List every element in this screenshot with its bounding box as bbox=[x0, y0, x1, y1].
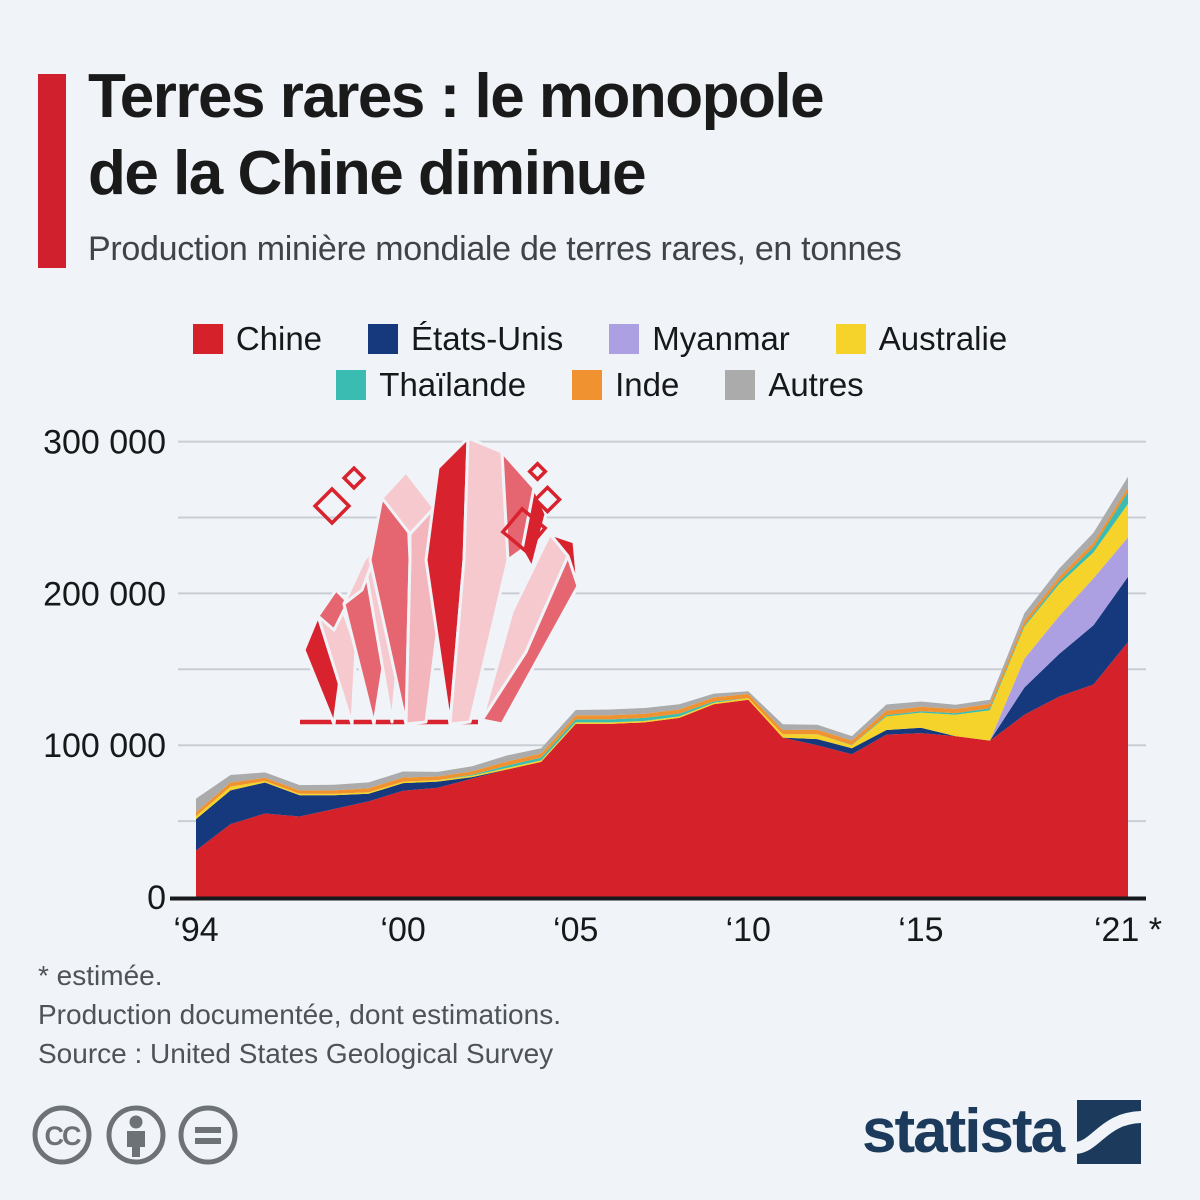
statista-logo: statista bbox=[862, 1094, 1142, 1170]
x-tick-label: ‘21 * bbox=[1094, 911, 1162, 949]
area-etats-unis bbox=[196, 576, 1128, 851]
legend-row-2: Thaïlande Inde Autres bbox=[0, 366, 1200, 404]
x-axis-labels: ‘94 ‘00 ‘05 ‘10 ‘15 ‘21 * bbox=[173, 911, 1162, 949]
x-tick-label: ‘10 bbox=[726, 911, 771, 949]
legend-item-chine: Chine bbox=[192, 320, 323, 358]
page-title: Terres rares : le monopole de la Chine d… bbox=[88, 58, 825, 212]
x-tick-label: ‘94 bbox=[173, 911, 218, 949]
legend-item-etats-unis: États-Unis bbox=[368, 320, 563, 358]
statista-logo-mark bbox=[1077, 1100, 1142, 1164]
title-accent-bar bbox=[38, 74, 66, 268]
footnote-note: Production documentée, dont estimations. bbox=[38, 999, 561, 1030]
legend-item-autres: Autres bbox=[725, 366, 864, 404]
legend-label: Chine bbox=[235, 320, 323, 357]
legend-swatch bbox=[725, 370, 756, 400]
footnotes: * estimée. Production documentée, dont e… bbox=[38, 956, 561, 1073]
area-series bbox=[196, 476, 1128, 897]
legend-item-thailande: Thaïlande bbox=[336, 366, 526, 404]
y-axis-labels: 0 100 000 200 000 300 000 bbox=[43, 424, 166, 917]
cc-letters: CC bbox=[45, 1121, 81, 1151]
y-tick-label: 200 000 bbox=[43, 575, 166, 613]
cc-by-person-glyph bbox=[127, 1115, 145, 1157]
y-tick-label: 100 000 bbox=[43, 727, 166, 765]
x-tick-label: ‘00 bbox=[380, 911, 425, 949]
legend-swatch bbox=[368, 324, 399, 354]
legend-label: Inde bbox=[615, 366, 680, 403]
cc-by-icon bbox=[106, 1105, 166, 1165]
legend-label: Myanmar bbox=[652, 320, 790, 357]
page-title-line1: Terres rares : le monopole bbox=[88, 62, 825, 131]
legend-label: Australie bbox=[878, 320, 1008, 357]
chart-subtitle: Production minière mondiale de terres ra… bbox=[88, 230, 902, 268]
page-title-line2: de la Chine diminue bbox=[88, 139, 647, 208]
legend-swatch bbox=[192, 324, 223, 354]
footnote-source: Source : United States Geological Survey bbox=[38, 1038, 554, 1069]
legend-swatch bbox=[835, 324, 866, 354]
legend-item-myanmar: Myanmar bbox=[609, 320, 790, 358]
cc-icon bbox=[32, 1105, 92, 1165]
footnote-estimate: * estimée. bbox=[38, 960, 163, 991]
sparkle-icons bbox=[312, 461, 562, 554]
cc-nd-icon bbox=[178, 1105, 238, 1165]
license-icons: CC bbox=[32, 1105, 238, 1165]
x-tick-label: ‘05 bbox=[553, 911, 598, 949]
crystals-illustration bbox=[300, 436, 580, 726]
cc-nd-equals-glyph bbox=[195, 1127, 221, 1144]
legend-label: Thaïlande bbox=[379, 366, 527, 403]
legend-swatch bbox=[609, 324, 640, 354]
legend-item-australie: Australie bbox=[835, 320, 1008, 358]
y-tick-label: 0 bbox=[147, 879, 166, 917]
legend-label: Autres bbox=[768, 366, 864, 403]
area-chine bbox=[196, 642, 1128, 897]
x-tick-label: ‘15 bbox=[898, 911, 943, 949]
legend-row-1: Chine États-Unis Myanmar Australie bbox=[0, 320, 1200, 358]
statista-logo-text: statista bbox=[862, 1097, 1065, 1166]
legend-swatch bbox=[572, 370, 603, 400]
y-tick-label: 300 000 bbox=[43, 424, 166, 462]
legend-label: États-Unis bbox=[411, 320, 564, 357]
legend-swatch bbox=[336, 370, 367, 400]
legend-item-inde: Inde bbox=[572, 366, 679, 404]
